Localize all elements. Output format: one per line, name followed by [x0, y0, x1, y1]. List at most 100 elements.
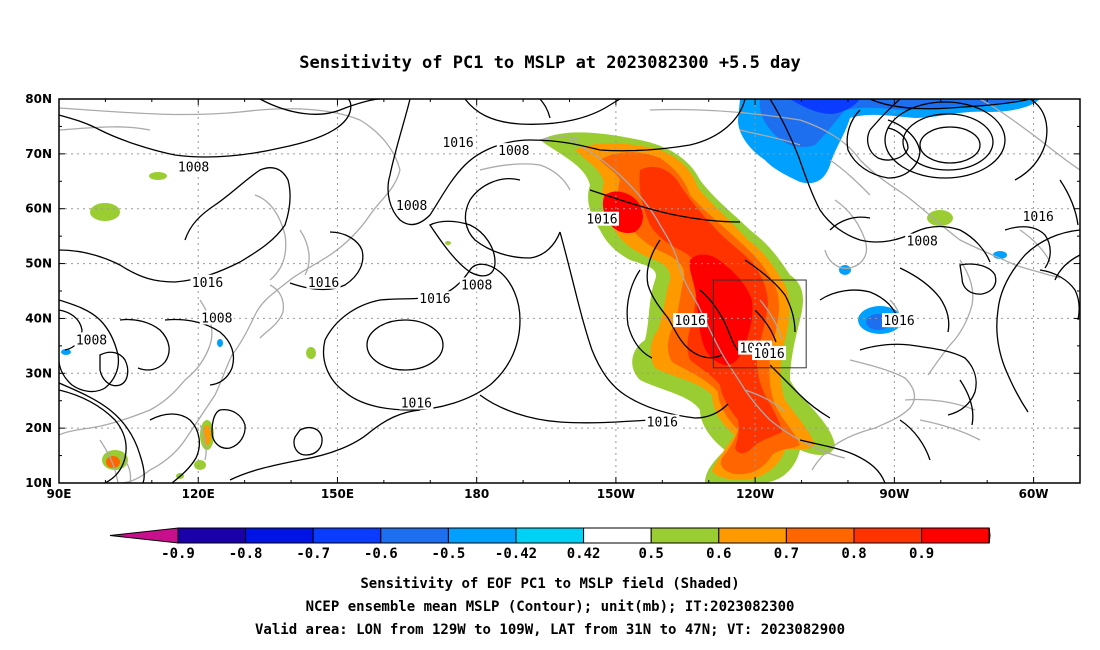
contour-label-text: 1016 [192, 276, 223, 291]
colorbar-bin [515, 527, 585, 544]
colorbar-label: -0.7 [296, 546, 330, 562]
contour-label-bg [882, 313, 917, 328]
colorbar-bin [245, 527, 314, 544]
colorbar-label: -0.8 [229, 546, 263, 562]
positive-patch [306, 347, 316, 359]
latitude-label: 50N [25, 257, 52, 271]
map-panel: 1016100810081000100810161016100810161016… [25, 92, 1081, 501]
positive-patch [927, 210, 953, 226]
contour-label-bg [176, 159, 211, 174]
latitude-label: 40N [25, 311, 52, 325]
contour-label-text: 1008 [76, 333, 107, 348]
latitude-label: 80N [25, 92, 52, 106]
latitude-label: 70N [25, 147, 52, 161]
contour-label-bg [306, 274, 341, 289]
contour-label-bg [459, 277, 494, 292]
colorbar-bin [785, 527, 855, 544]
contour-label-bg [584, 211, 619, 226]
contour-label-bg [394, 197, 429, 212]
contour-label: 1008 [176, 159, 211, 176]
colorbar-labels: -0.9 -0.8 -0.7 -0.6 -0.5 -0.42 0.42 0.5 0.6 0.7 0.… [161, 546, 934, 562]
contour-label-bg [190, 274, 225, 289]
longitude-label: 180 [464, 487, 489, 501]
contour-label-bg [645, 414, 680, 429]
colorbar-bin [650, 527, 720, 544]
contour-label: 1008 [394, 197, 429, 214]
colorbar-label: 0.8 [841, 546, 866, 562]
contour-label-text: 1016 [419, 292, 450, 307]
figure-title: Sensitivity of PC1 to MSLP at 2023082300… [299, 53, 801, 73]
contour-label: 1016 [584, 211, 619, 228]
contour-label: 1016 [1021, 208, 1056, 225]
longitude-label: 60W [1019, 487, 1049, 501]
contour-label-bg [441, 134, 476, 149]
contour-label-bg [752, 346, 787, 361]
colorbar-label: -0.6 [364, 546, 398, 562]
axis-ticks [58, 98, 1081, 484]
gridlines [59, 99, 1080, 483]
contour-label-bg [74, 332, 109, 347]
longitude-label: 150W [597, 487, 635, 501]
caption-line-2: NCEP ensemble mean MSLP (Contour); unit(… [306, 599, 795, 615]
latitude-label: 30N [25, 366, 52, 380]
contour-label-bg [496, 143, 531, 158]
colorbar-label: -0.9 [161, 546, 195, 562]
contour-label-text: 1016 [401, 396, 432, 411]
mslp-contours [59, 99, 1080, 483]
positive-patch [106, 456, 120, 468]
longitude-label: 90E [47, 487, 72, 501]
contour-label-bg [673, 313, 708, 328]
contour-label-bg [905, 233, 940, 248]
colorbar-label: 0.7 [774, 546, 799, 562]
contour-label-text: 1016 [675, 314, 706, 329]
positive-patch [149, 172, 167, 180]
colorbar-bin [853, 527, 923, 544]
contour-label-bg [399, 395, 434, 410]
contour-label-text: 1016 [1023, 210, 1054, 225]
longitude-label: 120W [736, 487, 774, 501]
contour-labels: 1016100810081000100810161016100810161016… [74, 134, 1056, 431]
negative-sensitivity-darkblue [790, 99, 860, 114]
contour-label-text: 1016 [753, 347, 784, 362]
contour-label-text: 1016 [647, 416, 678, 431]
negative-patch [61, 349, 71, 355]
contour-label: 1008 [199, 310, 234, 326]
positive-patch [90, 203, 120, 221]
contour-label-text: 1016 [586, 213, 617, 228]
colorbar-bin [718, 527, 787, 544]
contour-label-text: 1008 [498, 144, 529, 159]
latitude-label: 60N [25, 202, 52, 216]
colorbar-low-tip [109, 527, 179, 544]
contour-label-bg [199, 310, 234, 325]
positive-patch [194, 460, 206, 470]
contour-label: 1008 [74, 332, 109, 348]
map-background [59, 99, 1080, 483]
contour-label: 1016 [752, 346, 787, 362]
negative-patch [217, 339, 223, 347]
latitude-label: 20N [25, 421, 52, 435]
contour-label: 1016 [441, 134, 476, 151]
colorbar-label: 0.42 [567, 546, 601, 562]
longitude-label: 120E [182, 487, 215, 501]
contour-label: 1016 [306, 274, 341, 291]
negative-patch [839, 265, 851, 275]
contour-label-text: 1016 [442, 136, 473, 151]
contour-label-bg [1021, 208, 1056, 223]
colorbar-label: 0.6 [706, 546, 731, 562]
colorbar-label: -0.5 [432, 546, 466, 562]
longitude-labels: 90E 120E 150E 180 150W 120W 90W 60W [47, 487, 1049, 501]
contour-label-text: 1008 [461, 279, 492, 294]
longitude-label: 150E [321, 487, 354, 501]
contour-label-text: 1008 [178, 161, 209, 176]
caption-line-3: Valid area: LON from 129W to 109W, LAT f… [255, 622, 845, 638]
contour-label: 1016 [673, 313, 708, 329]
colorbar-high-tip [988, 527, 991, 544]
colorbar-bin [312, 527, 382, 544]
contour-label-text: 1008 [396, 199, 427, 214]
colorbar [109, 527, 991, 544]
contour-label: 1016 [190, 274, 225, 291]
colorbar-label: 0.9 [909, 546, 934, 562]
contour-label-bg [417, 291, 452, 306]
latitude-labels: 80N 70N 60N 50N 40N 30N 20N 10N [25, 92, 52, 490]
